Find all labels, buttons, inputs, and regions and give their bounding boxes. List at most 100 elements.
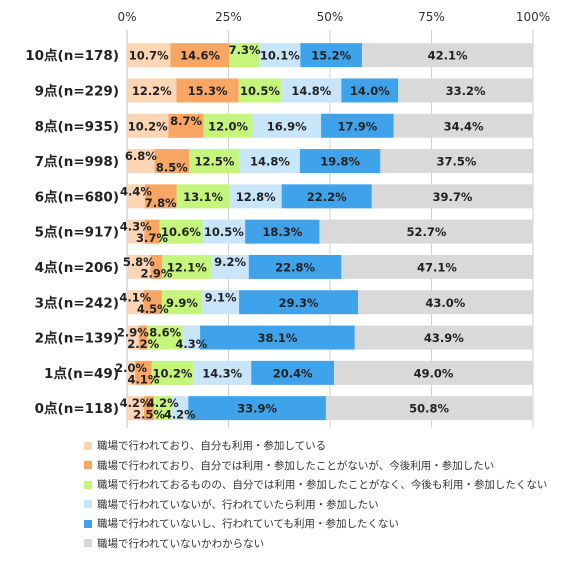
bar-segment [202, 219, 246, 244]
data-label: 8.7% [170, 114, 202, 128]
legend-item: 職場で行われていないし、行われていても利用・参加したくない [84, 514, 547, 534]
category-label: 4点(n=206) [35, 259, 119, 276]
data-label: 4.2% [120, 396, 152, 410]
data-label: 4.3% [120, 220, 152, 234]
bar-segment [252, 113, 322, 138]
data-label: 22.2% [307, 190, 347, 204]
bar-segment [151, 360, 194, 385]
legend-label: 職場で行われており、自分では利用・参加したことがないが、今後利用・参加したい [97, 459, 495, 472]
category-label: 2点(n=139) [35, 330, 119, 347]
legend-label: 職場で行われていないが、行われていたら利用・参加したい [97, 498, 379, 511]
bar-segment [127, 290, 144, 315]
data-label: 6.8% [125, 149, 157, 163]
bar-segment [127, 325, 139, 350]
bar-segment [202, 290, 240, 315]
bar-segment [200, 325, 355, 350]
bar-segment [188, 396, 326, 421]
data-label: 10.5% [204, 225, 244, 239]
bar-segment [176, 78, 239, 103]
data-label: 12.5% [195, 155, 235, 169]
legend-item: 職場で行われていないかわからない [84, 534, 547, 554]
legend-label: 職場で行われており、自分も利用・参加している [97, 440, 327, 453]
bar-segment [127, 396, 145, 421]
data-label: 10.5% [240, 84, 280, 98]
category-label: 8点(n=935) [35, 118, 119, 135]
data-label: 10.2% [153, 366, 193, 380]
bar-segment [127, 43, 171, 68]
data-label: 2.5% [133, 408, 165, 422]
bar-segment [127, 219, 145, 244]
legend-item: 職場で行われていないが、行われていたら利用・参加したい [84, 495, 547, 515]
data-label: 2.9% [117, 326, 149, 340]
data-label: 10.1% [260, 49, 300, 63]
data-label: 14.3% [202, 366, 242, 380]
data-label: 50.8% [409, 402, 449, 416]
bar-segment [189, 149, 240, 174]
data-label: 19.8% [320, 155, 360, 169]
bar-segment [325, 396, 533, 421]
data-label: 4.2% [164, 408, 196, 422]
category-label: 1点(n=49) [44, 365, 119, 382]
bar-segment [371, 184, 533, 209]
legend-label: 職場で行われていないし、行われていても利用・参加したくない [97, 518, 399, 531]
data-label: 7.3% [229, 43, 261, 57]
bar-segment [358, 290, 533, 315]
legend-swatch [84, 500, 92, 509]
bar-segment [239, 149, 300, 174]
bar-segment [150, 254, 163, 279]
bar-segment [321, 113, 394, 138]
x-tick-label: 75% [418, 10, 445, 24]
x-tick-label: 50% [317, 10, 344, 24]
data-label: 49.0% [414, 366, 454, 380]
legend-swatch [84, 461, 92, 470]
data-label: 43.0% [425, 296, 465, 310]
data-label: 4.3% [175, 337, 207, 351]
data-label: 29.3% [279, 296, 319, 310]
data-label: 14.8% [291, 84, 331, 98]
bar-segment [300, 43, 363, 68]
category-label: 6点(n=680) [35, 188, 119, 205]
bar-segment [193, 360, 252, 385]
bar-segment [319, 219, 534, 244]
bar-segment [127, 149, 155, 174]
bar-segment [147, 325, 183, 350]
bar-segment [162, 254, 212, 279]
bar-segment [138, 325, 148, 350]
bar-segment [362, 43, 533, 68]
data-label: 15.3% [188, 84, 228, 98]
data-label: 42.1% [428, 49, 468, 63]
bar-segment [144, 219, 160, 244]
legend-swatch [84, 519, 92, 528]
data-label: 8.6% [149, 326, 181, 340]
data-label: 47.1% [417, 260, 457, 274]
bar-segment [229, 184, 282, 209]
data-label: 4.2% [147, 396, 179, 410]
bar-segment [135, 360, 152, 385]
bar-segment [380, 149, 533, 174]
bar-segment [154, 396, 172, 421]
bar-segment [161, 290, 203, 315]
data-label: 10.6% [161, 225, 201, 239]
legend-item: 職場で行われておるものの、自分では利用・参加したことがなく、今後も利用・参加した… [84, 475, 547, 495]
bar-segment [354, 325, 533, 350]
bar-segment [248, 254, 342, 279]
bar-segment [341, 254, 533, 279]
legend-label: 職場で行われておるものの、自分では利用・参加したことがなく、今後も利用・参加した… [97, 479, 548, 492]
category-label: 3点(n=242) [35, 294, 119, 311]
data-label: 16.9% [267, 119, 307, 133]
data-label: 15.2% [311, 49, 351, 63]
data-label: 3.7% [136, 231, 168, 245]
bar-segment [144, 396, 155, 421]
bar-segment [176, 184, 230, 209]
bar-segment [211, 254, 249, 279]
data-label: 14.8% [250, 155, 290, 169]
bar-segment [239, 290, 359, 315]
data-label: 2.9% [140, 266, 172, 280]
bar-segment [143, 290, 162, 315]
category-label: 10点(n=178) [25, 47, 119, 64]
data-label: 38.1% [257, 331, 297, 345]
data-label: 12.8% [236, 190, 276, 204]
data-label: 14.0% [350, 84, 390, 98]
data-label: 12.2% [132, 84, 172, 98]
data-label: 17.9% [337, 119, 377, 133]
